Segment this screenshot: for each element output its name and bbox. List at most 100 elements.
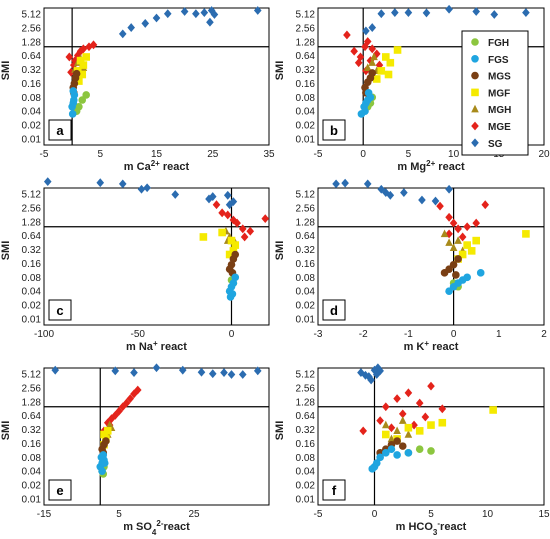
x-tick-label: -100 [34, 329, 54, 340]
data-point [72, 69, 81, 78]
data-point [449, 243, 458, 251]
data-point [225, 250, 234, 259]
data-point [454, 224, 462, 234]
data-point [231, 241, 240, 249]
y-tick-label: 0.32 [22, 245, 42, 256]
y-tick-label: 1.28 [296, 37, 316, 48]
series-fgs [225, 273, 240, 301]
legend-marker [471, 121, 479, 131]
y-tick-label: 5.12 [296, 10, 316, 21]
panel-letter-box [48, 479, 72, 501]
data-point [377, 184, 386, 194]
data-point [376, 416, 384, 426]
data-point [227, 236, 236, 245]
data-point [357, 110, 366, 118]
data-point [362, 26, 370, 36]
data-point [387, 423, 396, 433]
data-point [246, 226, 255, 236]
data-point [103, 427, 112, 435]
data-point [472, 7, 480, 16]
legend-marker [471, 71, 479, 80]
data-point [200, 8, 209, 17]
y-tick-label: 5.12 [22, 10, 42, 21]
data-point [180, 7, 189, 16]
y-tick-label: 0.64 [22, 231, 42, 242]
data-point [226, 293, 235, 301]
y-tick-label: 0.08 [22, 453, 42, 464]
data-point [78, 96, 87, 104]
data-point [69, 87, 78, 95]
data-point [356, 52, 365, 62]
data-point [415, 427, 424, 435]
panel-letter-box [322, 299, 346, 321]
data-point [367, 375, 375, 385]
data-point [163, 9, 172, 19]
x-tick-label: 2 [541, 329, 547, 340]
panel-letter: e [56, 483, 63, 498]
x-tick-label: 5 [97, 149, 103, 160]
data-point [391, 8, 399, 17]
x-tick-label: 25 [188, 509, 200, 520]
x-axis-label: m HCO3-react [396, 519, 467, 537]
data-point [454, 255, 462, 263]
data-point [197, 367, 206, 377]
data-point [368, 465, 377, 473]
data-point [253, 366, 262, 376]
chart-panel-c: 0.01 0.02 0.04 0.08 0.16 0.32 0.64 1.28 2.56 5.12… [0, 177, 270, 353]
data-point [445, 184, 453, 194]
data-point [199, 233, 208, 241]
y-tick-label: 0.08 [22, 273, 42, 284]
x-tick-label: -2 [359, 329, 368, 340]
data-point [386, 190, 395, 200]
y-tick-label: 2.56 [22, 203, 42, 214]
y-axis-label: SMI [0, 61, 12, 81]
data-point [384, 70, 393, 79]
data-point [231, 273, 240, 282]
panel-letter: c [56, 303, 63, 318]
legend-item-sg: SG [471, 138, 503, 150]
y-tick-label: 0.01 [296, 495, 316, 506]
data-point [522, 8, 530, 17]
y-axis-label: SMI [0, 241, 12, 261]
data-point [376, 366, 384, 376]
data-point [445, 229, 453, 239]
y-tick-label: 0.64 [22, 51, 42, 62]
data-point [126, 394, 135, 403]
series-fgs [96, 451, 109, 476]
data-point [398, 442, 407, 450]
data-point [393, 437, 401, 445]
series-mgs [440, 255, 462, 279]
data-point [368, 58, 377, 66]
series-mgh [440, 229, 467, 255]
x-tick-label: -5 [314, 509, 323, 520]
data-point [137, 184, 146, 194]
y-tick-label: 2.56 [296, 383, 316, 394]
x-tick-label: 10 [482, 509, 494, 520]
y-axis-label: SMI [274, 241, 286, 261]
y-tick-label: 0.01 [22, 495, 42, 506]
legend-item-mgh: MGH [471, 104, 511, 116]
series-sg [362, 4, 530, 36]
series-fgs [357, 89, 375, 118]
data-point [372, 75, 381, 83]
legend-label: SG [488, 139, 503, 150]
data-point [467, 247, 476, 255]
data-point [223, 190, 232, 200]
data-point [449, 260, 458, 269]
y-tick-label: 0.02 [296, 121, 316, 132]
y-tick-label: 0.32 [22, 65, 42, 76]
data-point [238, 370, 247, 379]
data-point [458, 250, 467, 259]
data-point [343, 30, 351, 40]
data-point [212, 200, 221, 210]
data-point [51, 365, 60, 375]
data-point [98, 467, 106, 476]
data-point [372, 459, 381, 467]
series-mgf [382, 406, 497, 443]
data-point [218, 228, 226, 237]
data-point [79, 44, 88, 54]
data-point [415, 398, 424, 408]
legend-marker [471, 38, 479, 46]
series-fgs [68, 87, 79, 118]
